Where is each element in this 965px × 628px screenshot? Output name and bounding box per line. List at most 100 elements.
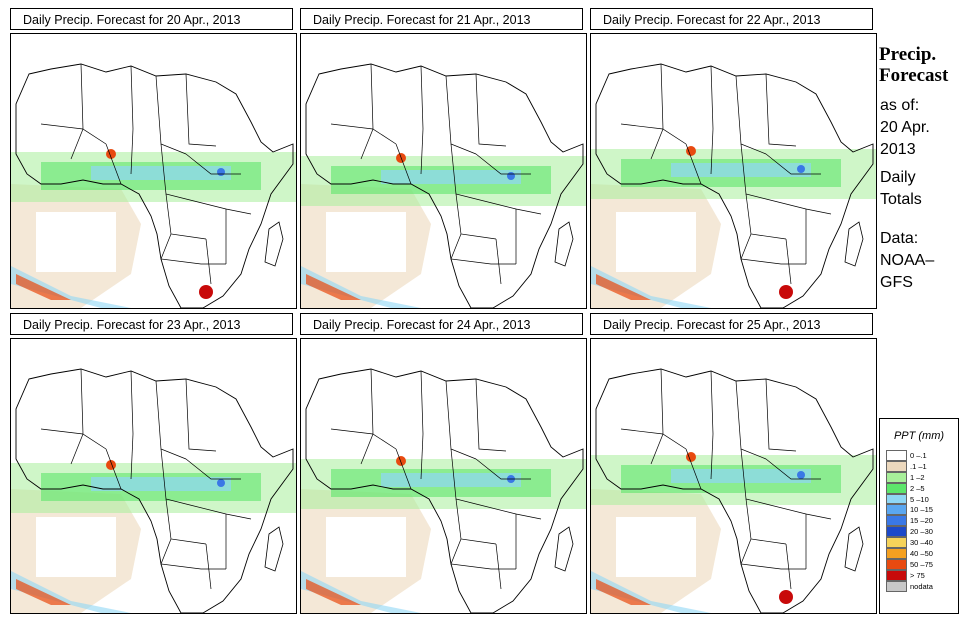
legend-label: 40 –50 bbox=[910, 548, 933, 558]
legend-label: 1 –2 bbox=[910, 472, 925, 482]
coastline bbox=[595, 368, 874, 613]
country-border bbox=[450, 538, 516, 570]
country-border bbox=[420, 65, 424, 130]
country-border bbox=[395, 143, 412, 185]
country-border bbox=[70, 433, 84, 465]
clear-zone bbox=[326, 212, 406, 272]
country-border bbox=[495, 238, 502, 285]
africa-map bbox=[301, 368, 586, 613]
country-border bbox=[130, 65, 134, 130]
country-border bbox=[70, 128, 84, 160]
country-border bbox=[185, 458, 241, 480]
frontal-core bbox=[16, 579, 71, 605]
precip-map bbox=[10, 338, 297, 614]
country-border bbox=[80, 63, 107, 145]
country-border bbox=[105, 143, 122, 185]
country-border bbox=[710, 370, 714, 435]
africa-map bbox=[591, 63, 876, 308]
legend-row: nodata bbox=[886, 580, 933, 592]
clear-zone bbox=[616, 517, 696, 577]
legend-label: 5 –10 bbox=[910, 494, 929, 504]
africa-map bbox=[301, 63, 586, 308]
panel-title: Daily Precip. Forecast for 20 Apr., 2013 bbox=[10, 8, 293, 30]
as-of-year: 2013 bbox=[880, 141, 916, 158]
country-border bbox=[620, 123, 664, 130]
country-border bbox=[130, 370, 134, 435]
precip-legend: PPT (mm) 0 –.1.1 –1 1 –2 2 –5 5 –10 10 –15 15… bbox=[879, 418, 959, 614]
legend-swatch bbox=[886, 515, 907, 527]
legend-label: nodata bbox=[910, 581, 933, 591]
legend-swatch bbox=[886, 460, 907, 472]
legend-swatch bbox=[886, 493, 907, 505]
country-border bbox=[475, 378, 507, 452]
storm-cell bbox=[217, 479, 225, 487]
country-border bbox=[685, 143, 702, 185]
country-border bbox=[360, 128, 374, 160]
legend-swatch bbox=[886, 569, 907, 581]
sidebar-title-line1: Precip. bbox=[879, 44, 937, 65]
legend-row: 1 –2 bbox=[886, 471, 933, 483]
country-border bbox=[765, 503, 832, 520]
legend-title: PPT (mm) bbox=[893, 430, 945, 442]
country-border bbox=[475, 153, 531, 175]
madagascar-outline bbox=[554, 221, 574, 267]
storm-cell bbox=[797, 165, 805, 173]
legend-label: 10 –15 bbox=[910, 505, 933, 515]
data-label: Data: bbox=[880, 230, 919, 247]
madagascar-outline bbox=[844, 526, 864, 572]
legend-swatch bbox=[886, 558, 907, 570]
legend-label: 15 –20 bbox=[910, 516, 933, 526]
data-source-name: NOAA– bbox=[880, 252, 935, 269]
africa-map bbox=[11, 368, 296, 613]
legend-swatch bbox=[886, 580, 907, 592]
storm-cell bbox=[106, 460, 116, 470]
panel-title: Daily Precip. Forecast for 23 Apr., 2013 bbox=[10, 313, 293, 335]
country-border bbox=[450, 233, 516, 265]
country-border bbox=[765, 153, 821, 175]
country-border bbox=[710, 65, 714, 130]
panel-title: Daily Precip. Forecast for 21 Apr., 2013 bbox=[300, 8, 583, 30]
storm-cell bbox=[686, 452, 696, 462]
country-border bbox=[650, 433, 664, 465]
heavy-rain-band bbox=[671, 163, 811, 177]
country-border bbox=[160, 233, 226, 265]
storm-cell bbox=[507, 172, 515, 180]
panel-title: Daily Precip. Forecast for 25 Apr., 2013 bbox=[590, 313, 873, 335]
africa-map bbox=[11, 63, 296, 308]
country-border bbox=[185, 153, 241, 175]
legend-swatch bbox=[886, 471, 907, 483]
storm-cell bbox=[396, 456, 406, 466]
as-of-block: as of: 20 Apr. 2013 bbox=[880, 95, 930, 161]
legend-row: > 75 bbox=[886, 569, 933, 581]
legend-label: .1 –1 bbox=[910, 461, 927, 471]
country-border bbox=[330, 428, 374, 435]
country-border bbox=[360, 433, 374, 465]
panel-title: Daily Precip. Forecast for 24 Apr., 2013 bbox=[300, 313, 583, 335]
daily-label: Daily bbox=[880, 169, 916, 186]
country-border bbox=[765, 378, 797, 452]
frontal-core bbox=[306, 274, 361, 300]
country-border bbox=[475, 458, 531, 480]
totals-label: Totals bbox=[880, 191, 922, 208]
panel-title: Daily Precip. Forecast for 22 Apr., 2013 bbox=[590, 8, 873, 30]
forecast-panel-5: Daily Precip. Forecast for 24 Apr., 2013 bbox=[300, 313, 587, 614]
forecast-panel-3: Daily Precip. Forecast for 22 Apr., 2013 bbox=[590, 8, 877, 309]
frontal-core bbox=[596, 579, 651, 605]
country-border bbox=[205, 238, 212, 285]
legend-row: 50 –75 bbox=[886, 558, 933, 570]
country-border bbox=[785, 238, 792, 285]
legend-swatch bbox=[886, 526, 907, 538]
legend-row: 2 –5 bbox=[886, 482, 933, 494]
madagascar-outline bbox=[264, 221, 284, 267]
coastline bbox=[305, 368, 584, 613]
country-border bbox=[475, 73, 507, 147]
heavy-rain-band bbox=[91, 166, 231, 180]
storm-cell bbox=[217, 168, 225, 176]
country-border bbox=[685, 448, 702, 490]
coastline bbox=[305, 63, 584, 308]
country-border bbox=[740, 233, 806, 265]
coastline bbox=[15, 368, 294, 613]
legend-row: .1 –1 bbox=[886, 460, 933, 472]
storm-cell bbox=[199, 285, 213, 299]
madagascar-outline bbox=[554, 526, 574, 572]
